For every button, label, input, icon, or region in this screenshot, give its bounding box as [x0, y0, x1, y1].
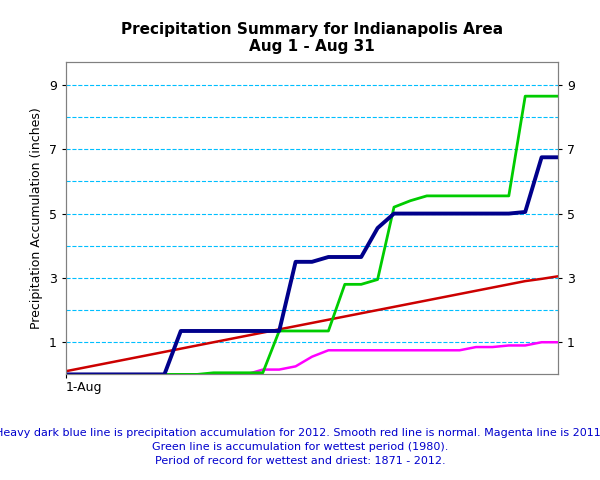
Y-axis label: Precipitation Accumulation (inches): Precipitation Accumulation (inches)	[31, 108, 43, 329]
Text: Heavy dark blue line is precipitation accumulation for 2012. Smooth red line is : Heavy dark blue line is precipitation ac…	[0, 428, 600, 466]
Title: Precipitation Summary for Indianapolis Area
Aug 1 - Aug 31: Precipitation Summary for Indianapolis A…	[121, 22, 503, 54]
